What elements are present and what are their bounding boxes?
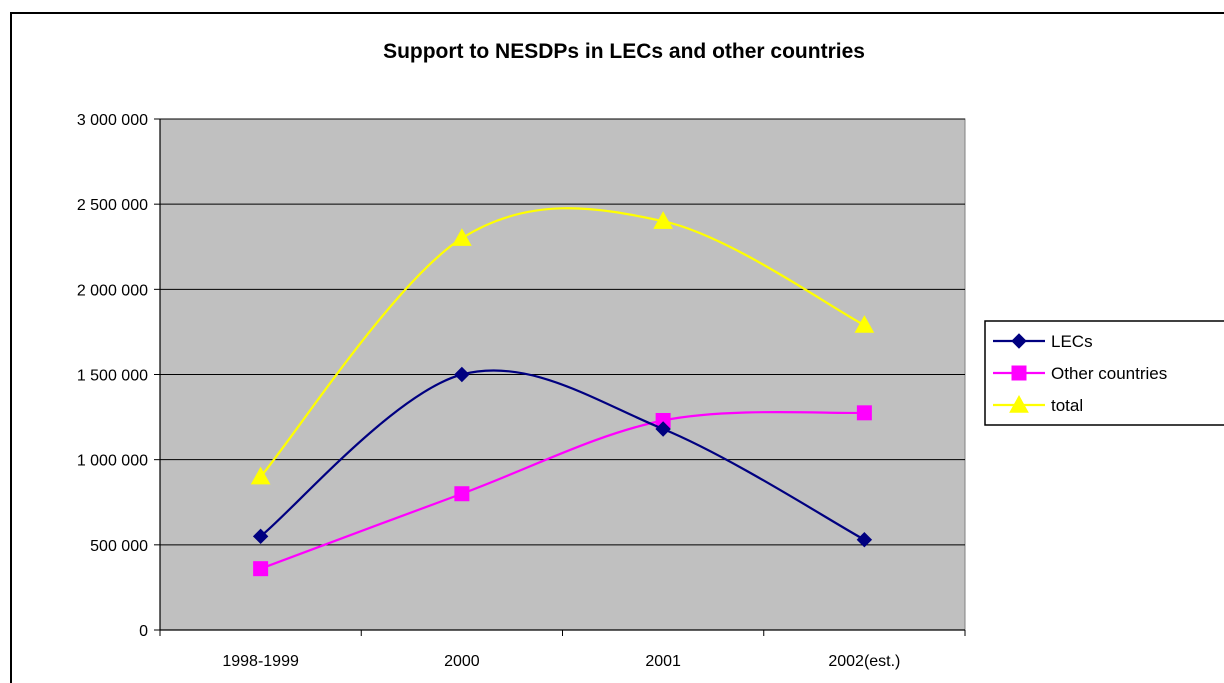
legend-item-other-countries: Other countries [993, 364, 1167, 383]
chart-frame [10, 12, 1224, 683]
y-tick-label: 2 000 000 [77, 282, 148, 299]
legend-marker-lecs [1011, 333, 1027, 349]
x-tick-label: 2002(est.) [828, 653, 900, 670]
x-tick-label: 2001 [645, 653, 681, 670]
axes: 0 500 000 1 000 000 1 500 000 2 000 000 2 500… [77, 112, 966, 670]
legend-label: LECs [1051, 332, 1093, 351]
y-tick-label: 1 000 000 [77, 453, 148, 470]
legend-item-total: total [993, 394, 1083, 415]
data-point-lecs [856, 532, 873, 548]
y-tick-label: 500 000 [90, 538, 148, 555]
x-tick-label: 1998-1999 [222, 653, 299, 670]
data-point-other-countries [856, 405, 872, 421]
legend-label: total [1051, 396, 1083, 415]
gridlines [160, 118, 965, 546]
y-tick-label: 0 [139, 623, 148, 640]
legend-item-lecs: LECs [993, 332, 1093, 351]
data-point-lecs [655, 421, 671, 437]
legend-marker-other-countries [1011, 365, 1027, 381]
data-point-total [854, 315, 875, 333]
series-layer [250, 207, 875, 577]
data-point-lecs [252, 528, 269, 545]
series-line-other-countries [260, 410, 865, 570]
data-point-total [452, 228, 472, 246]
series-line-total [259, 207, 865, 478]
legend-label: Other countries [1051, 364, 1167, 383]
legend-marker-total [1009, 394, 1029, 413]
series-lecs [252, 366, 873, 548]
x-tick-label: 2000 [444, 653, 480, 670]
data-point-lecs [454, 366, 470, 383]
data-point-total [653, 211, 673, 229]
series-total [250, 207, 875, 485]
y-tick-label: 3 000 000 [77, 112, 148, 129]
data-point-other-countries [253, 561, 269, 577]
data-point-total [250, 466, 271, 485]
series-line-lecs [259, 369, 865, 541]
series-other-countries [253, 405, 872, 577]
y-tick-label: 1 500 000 [77, 368, 148, 385]
y-tick-label: 2 500 000 [77, 197, 148, 214]
chart-title: Support to NESDPs in LECs and other coun… [383, 40, 865, 63]
data-point-other-countries [454, 486, 470, 502]
legend: LECs Other countries total [984, 320, 1224, 426]
